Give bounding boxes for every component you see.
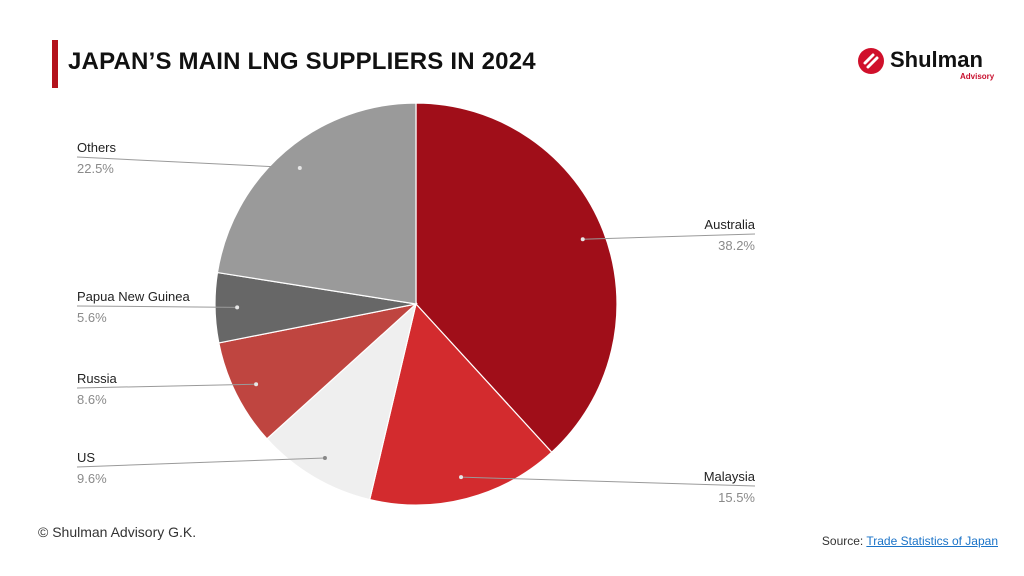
slice-label-russia: Russia <box>77 371 118 386</box>
source-note: Source: Trade Statistics of Japan <box>822 534 998 548</box>
slice-value-australia: 38.2% <box>718 238 755 253</box>
pie-slice-malaysia <box>368 302 553 506</box>
slice-value-papua-new-guinea: 5.6% <box>77 310 107 325</box>
slice-label-us: US <box>77 450 95 465</box>
slice-value-malaysia: 15.5% <box>718 490 755 505</box>
pie-slice-russia <box>218 302 419 440</box>
copyright-text: © Shulman Advisory G.K. <box>38 524 197 540</box>
source-link[interactable]: Trade Statistics of Japan <box>866 534 998 548</box>
logo-name: Shulman <box>890 47 983 72</box>
slice-value-others: 22.5% <box>77 161 114 176</box>
leader-dot-us <box>322 455 327 460</box>
chart-title: JAPAN’S MAIN LNG SUPPLIERS IN 2024 <box>68 48 536 75</box>
slice-label-papua-new-guinea: Papua New Guinea <box>77 289 191 304</box>
leader-line-malaysia <box>461 476 756 487</box>
slice-label-others: Others <box>77 140 117 155</box>
slice-label-malaysia: Malaysia <box>704 469 756 484</box>
leader-line-australia <box>582 233 756 240</box>
leader-dot-australia <box>580 237 585 242</box>
pie-slice-others <box>216 102 417 305</box>
source-label: Source: <box>821 534 864 548</box>
leader-dot-others <box>297 165 302 170</box>
pie-slice-us <box>266 302 418 501</box>
leader-line-others <box>76 156 300 169</box>
slice-value-russia: 8.6% <box>77 392 107 407</box>
title-accent-bar <box>52 40 58 88</box>
leader-line-us <box>76 457 325 468</box>
leader-dot-russia <box>254 382 259 387</box>
slice-value-us: 9.6% <box>77 471 107 486</box>
leader-dot-malaysia <box>459 475 464 480</box>
leader-line-papua-new-guinea <box>76 305 238 308</box>
leader-dot-papua-new-guinea <box>235 305 240 310</box>
slice-label-australia: Australia <box>704 217 755 232</box>
leader-line-russia <box>76 383 257 389</box>
pie-slice-australia <box>415 102 618 454</box>
logo-subtitle: Advisory <box>960 72 995 81</box>
shulman-logo: Shulman Advisory <box>858 44 998 84</box>
shulman-logo-icon <box>858 48 884 74</box>
